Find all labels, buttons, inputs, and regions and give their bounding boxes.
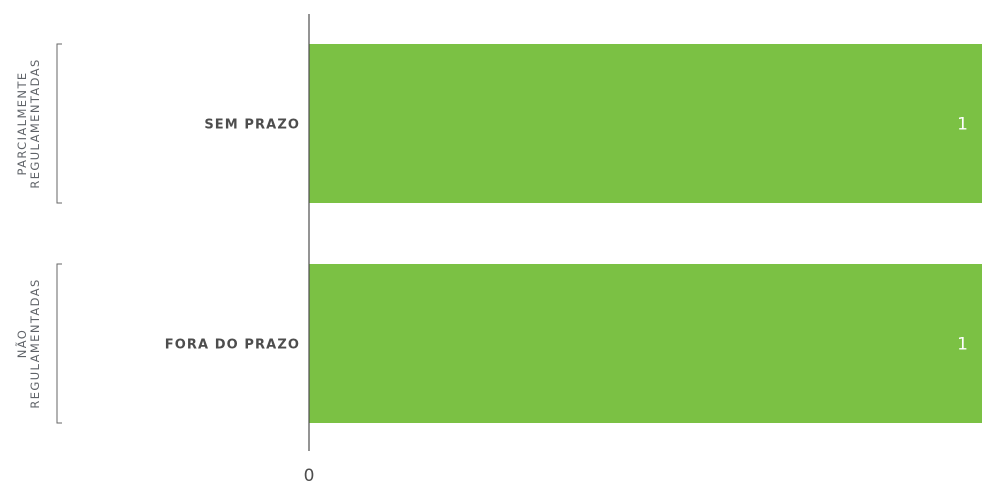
group-bracket [56, 43, 62, 204]
category-labels: SEM PRAZO FORA DO PRAZO [165, 118, 300, 353]
value-labels: 11 [957, 115, 968, 355]
value-label: 1 [957, 335, 968, 355]
group-label-line: REGULAMENTADAS [28, 58, 42, 188]
bar-2 [309, 264, 982, 423]
category-label: FORA DO PRAZO [165, 338, 300, 353]
bar-1 [309, 44, 982, 203]
group-label-line: REGULAMENTADAS [28, 278, 42, 408]
x-axis-ticks: 0 [304, 466, 315, 486]
value-label: 1 [957, 115, 968, 135]
x-tick-label: 0 [304, 466, 315, 486]
group-label-line: PARCIALMENTE [15, 71, 29, 175]
group-label-line: NÃO [14, 329, 29, 359]
bars [309, 44, 982, 423]
category-label: SEM PRAZO [204, 118, 300, 133]
group-bracket [56, 263, 62, 424]
group-brackets [56, 43, 62, 424]
